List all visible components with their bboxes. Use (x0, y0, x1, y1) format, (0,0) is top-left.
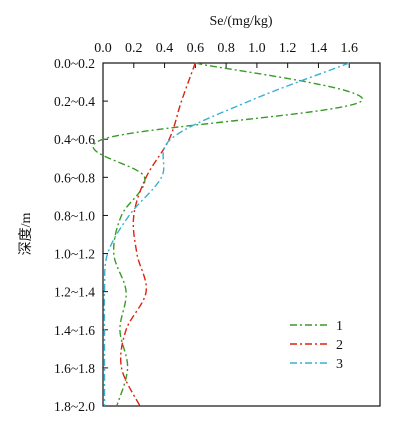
y-tick-label: 0.4~0.6 (54, 132, 95, 147)
legend-label: 1 (336, 319, 343, 334)
y-tick-label: 1.2~1.4 (54, 285, 95, 300)
y-axis-ticks: 0.0~0.2 0.2~0.4 0.4~0.6 0.6~0.8 0.8~1.0 1.0~1… (54, 56, 108, 414)
x-tick-label: 1.6 (340, 41, 358, 56)
y-tick-label: 1.8~2.0 (54, 399, 95, 414)
x-tick-label: 0.8 (217, 41, 235, 56)
y-tick-label: 1.0~1.2 (54, 247, 95, 262)
y-tick-label: 1.4~1.6 (54, 323, 95, 338)
y-tick-label: 0.2~0.4 (54, 94, 95, 109)
legend: 1 2 3 (290, 319, 343, 372)
x-tick-label: 0.4 (156, 41, 174, 56)
x-axis-ticks: 0.0 0.2 0.4 0.6 0.8 1.0 1.2 1.4 1.6 (94, 41, 358, 68)
x-tick-label: 1.0 (248, 41, 266, 56)
x-tick-label: 0.0 (94, 41, 112, 56)
x-tick-label: 0.2 (125, 41, 143, 56)
x-tick-label: 1.2 (279, 41, 297, 56)
series-lines (92, 62, 364, 407)
y-tick-label: 0.6~0.8 (54, 170, 95, 185)
y-tick-label: 0.0~0.2 (54, 56, 95, 71)
y-axis-label: 深度/m (18, 213, 34, 256)
x-axis-label: Se/(mg/kg) (210, 14, 273, 29)
legend-label: 3 (336, 357, 343, 372)
y-tick-label: 1.6~1.8 (54, 361, 95, 376)
plot-frame (102, 62, 381, 407)
series-line-3 (103, 62, 350, 406)
legend-label: 2 (336, 338, 343, 353)
x-tick-label: 0.6 (187, 41, 205, 56)
series-line-1 (92, 62, 364, 407)
series-line-2 (119, 62, 196, 407)
x-tick-label: 1.4 (310, 41, 328, 56)
y-tick-label: 0.8~1.0 (54, 208, 95, 223)
